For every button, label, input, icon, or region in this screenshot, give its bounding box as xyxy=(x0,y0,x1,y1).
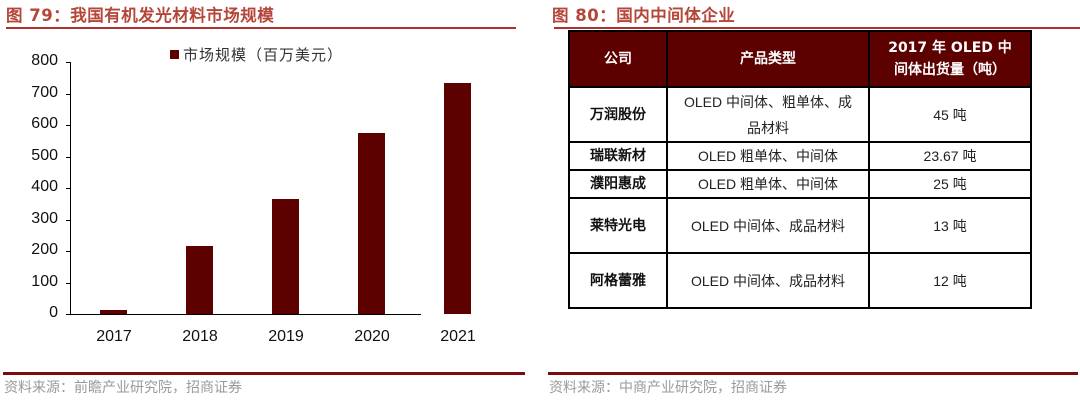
figure-79-title: 图 79：我国有机发光材料市场规模 xyxy=(6,6,275,25)
product-text: OLED 中间体、粗单体、成品材料 xyxy=(683,93,852,136)
header-company: 公司 xyxy=(568,30,668,88)
x-tick-label: 2017 xyxy=(96,328,132,345)
y-tick-label: 600 xyxy=(31,115,58,132)
table-row: 莱特光电 OLED 中间体、成品材料 13 吨 xyxy=(568,197,1032,254)
product-text: OLED 中间体、成品材料 xyxy=(690,272,845,289)
x-tick-label: 2021 xyxy=(440,328,476,345)
title-divider xyxy=(554,27,1080,29)
y-tick-label: 200 xyxy=(31,241,58,258)
bottom-divider xyxy=(548,372,1078,375)
y-tick xyxy=(66,188,71,189)
company-cell: 莱特光电 xyxy=(568,197,668,254)
y-tick xyxy=(66,125,71,126)
y-tick-label: 400 xyxy=(31,178,58,195)
y-tick xyxy=(66,93,71,95)
intermediate-companies-table: 公司 产品类型 2017 年 OLED 中间体出货量（吨） 万润股份 OLED … xyxy=(568,30,1032,309)
y-tick xyxy=(66,282,71,284)
bar-2018 xyxy=(186,246,213,314)
source-note: 资料来源：中商产业研究院，招商证券 xyxy=(549,380,787,396)
volume-cell: 45 吨 xyxy=(868,86,1032,143)
company-cell: 濮阳惠成 xyxy=(568,169,668,199)
y-tick xyxy=(66,62,71,63)
y-tick-label: 700 xyxy=(31,83,58,101)
figure-80-title: 图 80：国内中间体企业 xyxy=(552,6,736,25)
table-header-row: 公司 产品类型 2017 年 OLED 中间体出货量（吨） xyxy=(568,30,1032,88)
company-cell: 瑞联新材 xyxy=(568,141,668,171)
product-cell: OLED 中间体、成品材料 xyxy=(666,197,870,254)
market-size-bar-chart: 市场规模（百万美元） 0 100 200 300 400 500 600 700 800 2017… xyxy=(0,30,525,370)
left-figure-panel: 图 79：我国有机发光材料市场规模 市场规模（百万美元） 0 100 200 300 4… xyxy=(0,0,525,403)
product-text: OLED 中间体、成品材料 xyxy=(690,217,845,234)
y-tick xyxy=(66,219,71,221)
bar-2017 xyxy=(100,310,127,314)
x-tick-label: 2018 xyxy=(182,328,218,345)
company-cell: 万润股份 xyxy=(568,86,668,143)
chart-legend: 市场规模（百万美元） xyxy=(170,44,343,65)
bar-2019 xyxy=(272,199,299,314)
y-tick-label: 100 xyxy=(31,272,58,290)
right-figure-panel: 图 80：国内中间体企业 公司 产品类型 2017 年 OLED 中间体出货量（… xyxy=(548,0,1080,403)
y-tick-label: 500 xyxy=(31,146,58,164)
y-tick xyxy=(66,156,71,158)
y-tick xyxy=(66,314,71,315)
x-tick-label: 2019 xyxy=(268,328,304,345)
bar-2020 xyxy=(358,132,385,314)
source-note: 资料来源：前瞻产业研究院，招商证券 xyxy=(4,380,242,396)
bar-2021 xyxy=(444,82,471,314)
y-tick xyxy=(66,251,71,252)
x-axis xyxy=(66,314,421,315)
product-cell: OLED 粗单体、中间体 xyxy=(666,141,870,171)
volume-cell: 12 吨 xyxy=(868,252,1032,309)
product-cell: OLED 粗单体、中间体 xyxy=(666,169,870,199)
y-tick-label: 800 xyxy=(31,52,58,69)
volume-cell: 13 吨 xyxy=(868,197,1032,254)
y-tick-label: 0 xyxy=(49,304,58,321)
header-product-type: 产品类型 xyxy=(666,30,870,88)
product-cell: OLED 中间体、成品材料 xyxy=(666,252,870,309)
table-row: 阿格蕾雅 OLED 中间体、成品材料 12 吨 xyxy=(568,252,1032,309)
title-divider xyxy=(6,27,516,29)
legend-swatch-icon xyxy=(170,50,179,59)
product-cell: OLED 中间体、粗单体、成品材料 xyxy=(666,86,870,143)
volume-cell: 23.67 吨 xyxy=(868,141,1032,171)
legend-label: 市场规模（百万美元） xyxy=(183,46,344,64)
bottom-divider xyxy=(3,372,525,375)
header-volume: 2017 年 OLED 中间体出货量（吨） xyxy=(868,30,1032,88)
volume-cell: 25 吨 xyxy=(868,169,1032,199)
table-row: 瑞联新材 OLED 粗单体、中间体 23.67 吨 xyxy=(568,141,1032,171)
table-row: 濮阳惠成 OLED 粗单体、中间体 25 吨 xyxy=(568,169,1032,199)
company-cell: 阿格蕾雅 xyxy=(568,252,668,309)
x-tick-label: 2020 xyxy=(354,328,390,345)
y-tick-label: 300 xyxy=(31,209,58,227)
header-volume-label: 2017 年 OLED 中间体出货量（吨） xyxy=(888,40,1012,78)
table-row: 万润股份 OLED 中间体、粗单体、成品材料 45 吨 xyxy=(568,86,1032,143)
